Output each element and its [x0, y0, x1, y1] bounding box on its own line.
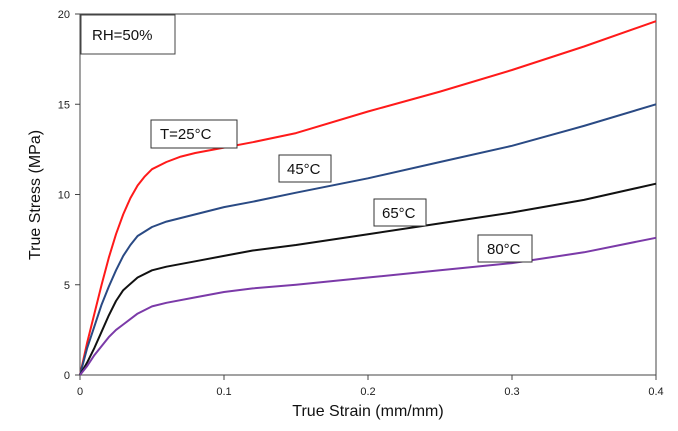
series-line-1	[79, 103, 657, 376]
y-tick-label: 5	[64, 280, 70, 292]
series-label-text: 45°C	[287, 161, 321, 178]
series-line-0	[79, 20, 657, 376]
x-tick-label: 0	[77, 386, 83, 398]
series-label-25: T=25°C	[150, 119, 238, 149]
annotation-text: RH=50%	[92, 27, 152, 44]
x-tick-label: 0.2	[360, 386, 375, 398]
ticks-layer: 0 0.1 0.2 0.3 0.4 0 5 10 15 20	[58, 9, 664, 398]
y-tick-label: 20	[58, 9, 70, 21]
plot-area	[79, 13, 657, 376]
x-tick-label: 0.4	[648, 386, 663, 398]
series-layer	[79, 20, 657, 376]
x-tick-label: 0.3	[504, 386, 519, 398]
y-tick-label: 10	[58, 190, 70, 202]
series-label-text: 65°C	[382, 205, 416, 222]
x-tick-label: 0.1	[216, 386, 231, 398]
series-line-3	[79, 236, 657, 376]
annotation-box: RH=50%	[80, 14, 176, 55]
x-axis-title: True Strain (mm/mm)	[292, 403, 443, 420]
y-axis-title: True Stress (MPa)	[27, 130, 44, 260]
y-tick-label: 0	[64, 370, 70, 382]
series-label-80: 80°C	[477, 234, 533, 263]
series-line-2	[79, 182, 657, 376]
y-tick-label: 15	[58, 99, 70, 111]
series-label-65: 65°C	[373, 198, 427, 227]
series-label-text: T=25°C	[160, 126, 212, 143]
series-label-text: 80°C	[487, 241, 521, 258]
series-label-45: 45°C	[278, 154, 332, 183]
